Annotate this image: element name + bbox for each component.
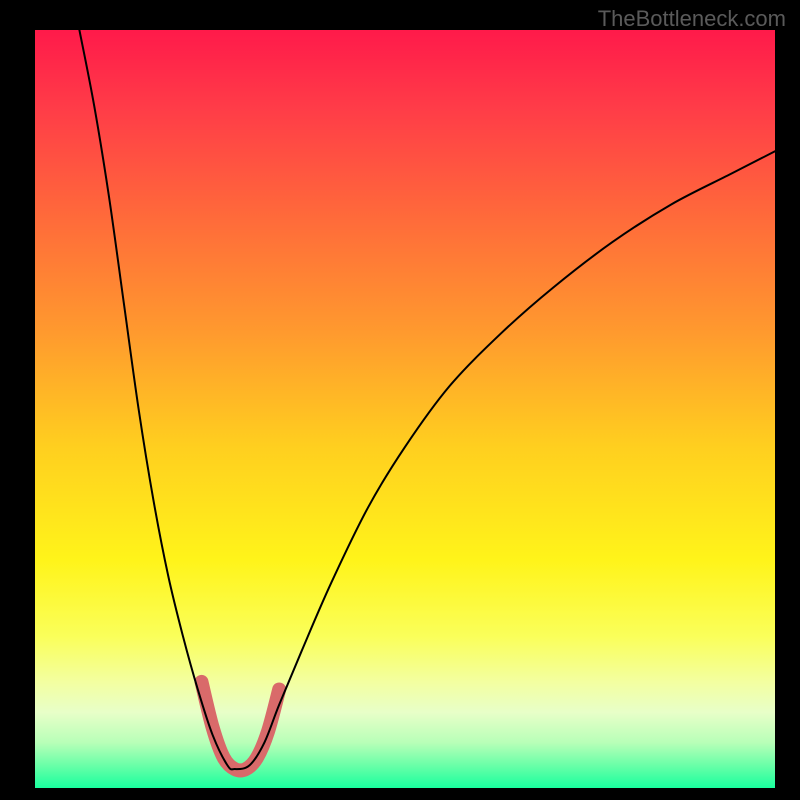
chart-container: TheBottleneck.com	[0, 0, 800, 800]
highlight-segment	[202, 682, 280, 771]
curve-layer	[35, 30, 775, 788]
watermark-text: TheBottleneck.com	[598, 6, 786, 32]
bottleneck-curve	[79, 30, 775, 769]
plot-area	[35, 30, 775, 788]
